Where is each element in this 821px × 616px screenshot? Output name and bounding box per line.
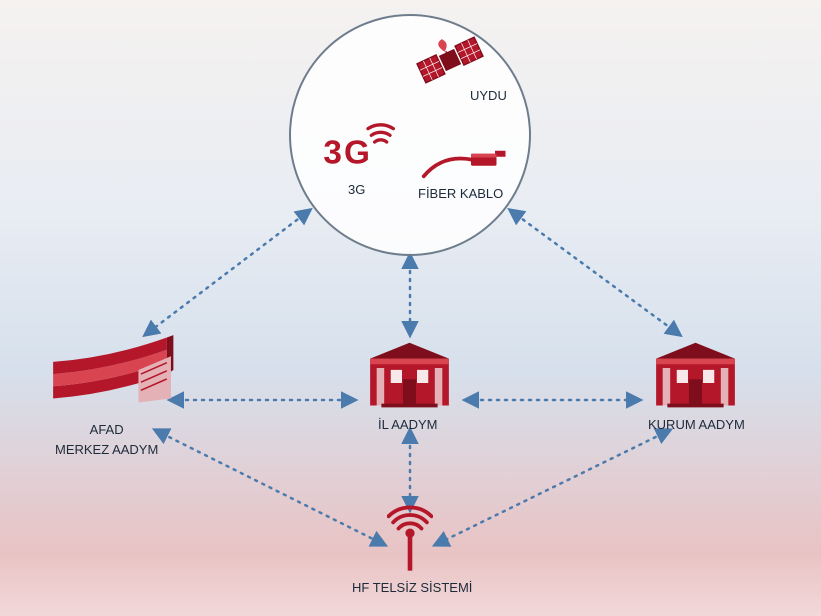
edge-afad-hf — [155, 430, 385, 545]
il-label: İL AADYM — [378, 417, 437, 432]
fiber-cable-icon — [420, 145, 510, 185]
three-g-label: 3G — [348, 182, 365, 197]
kurum-building-icon — [648, 338, 738, 408]
edge-cloud-afad — [145, 210, 310, 335]
fiber-label: FİBER KABLO — [418, 186, 503, 201]
satellite-icon — [415, 25, 485, 95]
three-g-icon: 3 G — [320, 120, 400, 180]
hf-label: HF TELSİZ SİSTEMİ — [352, 580, 472, 595]
hf-antenna-icon — [387, 505, 433, 575]
afad-label: AFAD MERKEZ AADYM — [55, 420, 158, 459]
il-building-icon — [362, 338, 452, 408]
edge-kurum-hf — [435, 430, 670, 545]
kurum-label: KURUM AADYM — [648, 417, 745, 432]
svg-text:3: 3 — [323, 134, 342, 171]
uydu-label: UYDU — [470, 88, 507, 103]
edge-cloud-kurum — [510, 210, 680, 335]
afad-building-icon — [45, 325, 175, 415]
svg-text:G: G — [344, 134, 370, 171]
diagram-canvas: 3 G — [0, 0, 821, 616]
